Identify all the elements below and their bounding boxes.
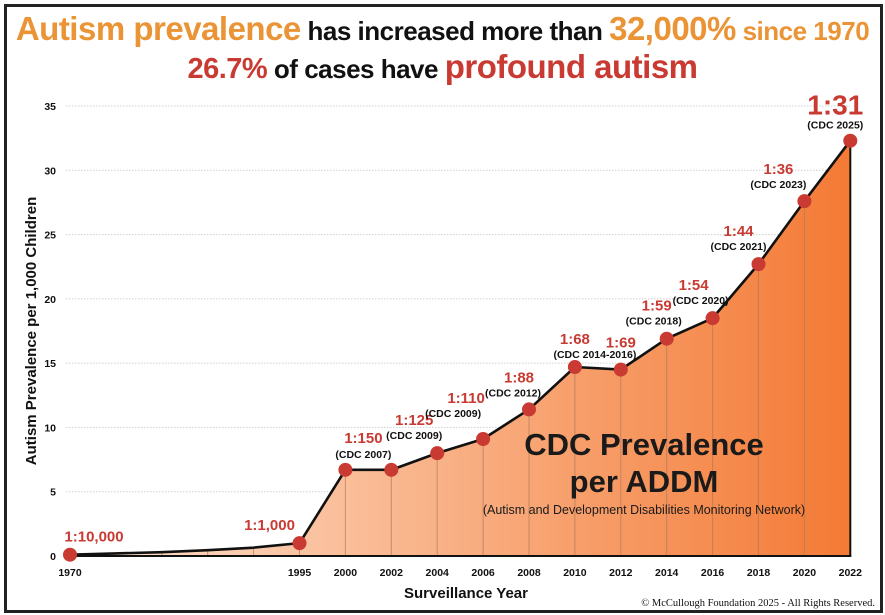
x-tick-label: 2000 [334,567,358,579]
source-label-2018: (CDC 2021) [710,241,766,253]
ratio-label-2006: 1:110 [447,390,485,407]
headline-1-segment: Autism prevalence [15,10,301,47]
y-tick-label: 15 [44,358,56,370]
ratio-label-2010: 1:68 [560,331,590,348]
data-point-2006 [476,432,491,446]
headline-line-2: 26.7% of cases have profound autism [0,48,885,86]
data-point-2004 [430,446,445,461]
y-tick-label: 35 [44,101,56,113]
x-tick-label: 2022 [839,567,863,579]
ratio-label-2022: 1:31 [807,90,863,121]
data-point-2018 [751,257,766,272]
data-markers [63,133,858,562]
x-tick-label: 2006 [471,567,495,579]
source-label-2008: (CDC 2012) [485,387,541,399]
source-label-2000: (CDC 2007) [335,449,391,461]
data-point-2014 [659,331,674,346]
data-point-2010 [567,360,582,374]
x-axis-title: Surveillance Year [404,585,528,602]
ratio-label-2020: 1:36 [763,161,793,178]
ratio-label-1995: 1:1,000 [244,517,295,534]
source-label-2004: (CDC 2009) [386,430,442,442]
headline-1-segment: 32,000% [609,10,736,47]
source-label-2022: (CDC 2025) [807,120,863,132]
data-point-2000 [338,462,353,477]
y-tick-label: 30 [44,165,56,177]
y-axis-ticks: 0 5 10 15 20 25 30 35 [44,101,56,563]
y-axis-title: Autism Prevalence per 1,000 Children [23,197,40,465]
prevalence-line [69,139,852,557]
source-label-2006: (CDC 2009) [425,408,481,420]
x-tick-label: 2014 [655,567,679,579]
x-tick-label: 2004 [426,567,450,579]
source-label-2014: (CDC 2018) [626,316,682,328]
series-line [69,139,852,557]
source-label-2020: (CDC 2023) [750,179,806,191]
y-tick-label: 5 [50,487,56,499]
ratio-label-2016: 1:54 [679,277,710,294]
y-tick-label: 10 [44,422,56,434]
x-tick-label: 1970 [58,567,82,579]
copyright-notice: © McCullough Foundation 2025 - All Right… [641,598,875,609]
headline-line-1: Autism prevalence has increased more tha… [0,10,885,48]
y-tick-label: 0 [50,551,56,563]
x-tick-label: 2008 [517,567,541,579]
source-label-2010: (CDC 2014-2016) [553,349,636,361]
data-point-2020 [797,194,812,209]
area-fill [70,140,851,556]
data-point-2002 [384,462,399,477]
y-tick-label: 20 [44,294,56,306]
data-point-2008 [522,402,536,417]
x-axis-ticks: 1970 1995 2000 2002 2004 2006 2008 2010 2012 2014… [58,567,862,579]
data-point-2022 [843,133,858,148]
annotation-subtitle: (Autism and Development Disabilities Mon… [483,503,805,517]
x-tick-label: 2012 [609,567,633,579]
data-point-2012 [613,362,628,377]
annotation-title-line-2: per ADDM [570,464,719,499]
source-label-2016: (CDC 2020) [673,295,729,307]
ratio-label-2012: 1:69 [606,335,636,352]
x-tick-label: 2018 [747,567,771,579]
ratio-label-2004: 1:125 [395,412,433,429]
x-tick-label: 1995 [288,567,312,579]
x-tick-label: 2010 [563,567,587,579]
headline-1-segment: since 1970 [735,16,870,46]
x-tick-label: 2020 [793,567,817,579]
ratio-label-2014: 1:59 [642,298,672,315]
area-shape [70,140,851,556]
x-tick-label: 2016 [701,567,725,579]
headline-1-segment: has increased more than [300,16,610,46]
data-point-1970 [63,547,77,562]
annotation-title-line-1: CDC Prevalence [524,427,764,462]
data-point-1995 [292,536,307,551]
ratio-label-1970: 1:10,000 [64,529,123,546]
headline-2-segment: profound autism [444,48,698,85]
data-point-2016 [705,311,720,326]
ratio-label-2000: 1:150 [344,430,382,447]
y-tick-label: 25 [44,230,56,242]
headline-2-segment: of cases have [267,54,445,84]
drop-lines [70,140,852,557]
x-tick-label: 2002 [380,567,404,579]
ratio-label-2008: 1:88 [504,369,534,386]
ratio-label-2018: 1:44 [723,223,754,240]
headline-2-segment: 26.7% [187,53,268,85]
